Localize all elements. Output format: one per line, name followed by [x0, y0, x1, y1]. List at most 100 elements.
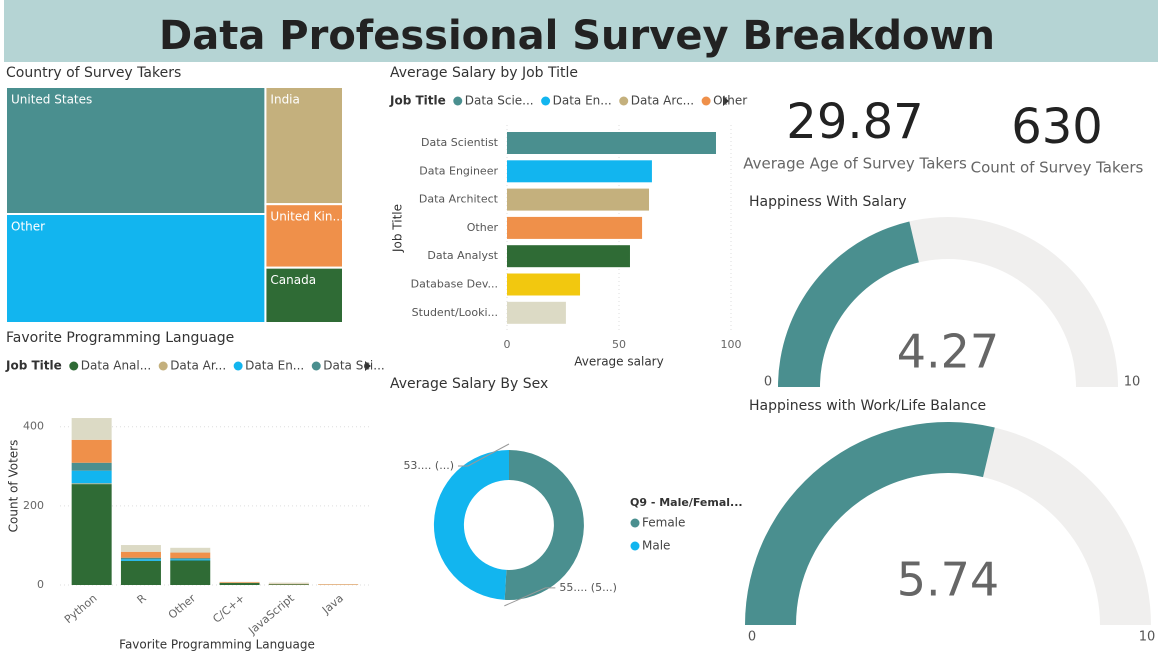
- y-tick-label: Data Analyst: [427, 249, 498, 262]
- bar: [507, 245, 630, 268]
- chart-title: Average Salary by Job Title: [390, 65, 578, 81]
- legend-marker: [453, 96, 463, 106]
- bar-segment: [170, 547, 211, 553]
- bar-segment: [219, 583, 260, 585]
- y-tick-label: Data Scientist: [421, 136, 499, 149]
- treemap-tile: [264, 203, 344, 269]
- dashboard-title: Data Professional Survey Breakdown: [159, 13, 995, 59]
- bar-segment: [268, 582, 309, 584]
- y-tick-label: Student/Looki...: [412, 306, 498, 319]
- bar-segment: [71, 439, 112, 463]
- kpi-value: 29.87: [786, 94, 923, 150]
- x-tick-label: R: [135, 591, 149, 606]
- kpi-label: Count of Survey Takers: [971, 159, 1144, 177]
- gauge-min: 0: [764, 375, 772, 390]
- bar: [507, 301, 566, 324]
- legend-title: Job Title: [5, 359, 62, 373]
- tile-label: Canada: [270, 273, 316, 287]
- gauge-min: 0: [748, 630, 756, 645]
- legend-label: Data Sci...: [323, 359, 384, 373]
- x-tick-label: 0: [504, 338, 511, 351]
- y-axis-title: Job Title: [391, 204, 405, 253]
- x-axis-title: Average salary: [574, 355, 663, 369]
- bar-segment: [120, 551, 161, 558]
- bar-segment: [71, 483, 112, 485]
- gauge-max: 10: [1124, 375, 1141, 390]
- legend-marker: [630, 541, 640, 551]
- y-tick-label: Data Architect: [419, 193, 499, 206]
- x-tick-label: C/C++: [210, 592, 247, 626]
- legend-label: Data En...: [245, 359, 304, 373]
- chart-title: Favorite Programming Language: [6, 330, 234, 346]
- x-tick-label: 100: [721, 338, 742, 351]
- bar-segment: [120, 559, 161, 561]
- chart-title: Happiness With Salary: [749, 194, 907, 210]
- legend-label: Data Scie...: [465, 94, 534, 108]
- bar: [507, 188, 650, 211]
- data-label: 55.... (5...): [559, 581, 617, 594]
- tile-label: India: [270, 93, 299, 107]
- legend-label: Female: [642, 516, 685, 530]
- x-tick-label: Other: [166, 591, 199, 621]
- legend-label: Data Arc...: [631, 94, 694, 108]
- gauge-value: [745, 421, 995, 625]
- donut-slice: [504, 450, 584, 600]
- legend-marker: [69, 361, 79, 371]
- gauge-value-label: 5.74: [897, 553, 999, 607]
- title-banner: [4, 0, 1158, 62]
- bar-segment: [71, 484, 112, 585]
- bar: [507, 273, 581, 296]
- legend-label: Data Ar...: [170, 359, 226, 373]
- y-tick-label: Database Dev...: [411, 278, 498, 291]
- legend-marker: [233, 361, 243, 371]
- bar-segment: [170, 559, 211, 561]
- bar-segment: [219, 582, 260, 584]
- leader-line: [504, 587, 556, 607]
- legend-label: Data En...: [553, 94, 612, 108]
- kpi-label: Average Age of Survey Takers: [743, 155, 967, 173]
- gauge-value: [778, 221, 919, 387]
- tile-label: United States: [11, 93, 92, 107]
- bar-segment: [71, 470, 112, 484]
- y-tick-label: Data Engineer: [419, 164, 498, 177]
- bar: [507, 132, 716, 154]
- bar-segment: [170, 558, 211, 560]
- x-tick-label: Python: [62, 592, 100, 626]
- treemap-tile: [5, 213, 267, 324]
- bar-segment: [120, 545, 161, 552]
- bar-segment: [71, 462, 112, 471]
- legend-label: Data Anal...: [81, 359, 151, 373]
- bar-segment: [170, 560, 211, 585]
- legend-title: Job Title: [389, 94, 446, 108]
- treemap-tile: [264, 86, 344, 206]
- y-axis-title: Count of Voters: [7, 440, 21, 533]
- donut-slice: [433, 449, 509, 600]
- x-tick-label: JavaScript: [245, 591, 297, 637]
- x-tick-label: Java: [319, 592, 346, 618]
- legend-arrow[interactable]: [365, 361, 371, 371]
- bar-segment: [120, 557, 161, 560]
- legend-arrow[interactable]: [723, 96, 729, 106]
- treemap-tile: [264, 266, 344, 325]
- legend-label: Other: [713, 94, 747, 108]
- chart-title: Average Salary By Sex: [390, 376, 548, 392]
- chart-title: Happiness with Work/Life Balance: [749, 398, 986, 414]
- y-tick-label: 200: [23, 499, 44, 512]
- chart-title: Country of Survey Takers: [6, 65, 181, 81]
- x-tick-label: 50: [612, 338, 626, 351]
- legend-label: Male: [642, 539, 670, 553]
- legend-marker: [630, 518, 640, 528]
- tile-label: United Kin...: [270, 210, 344, 224]
- bar-segment: [71, 418, 112, 440]
- tile-label: Other: [11, 220, 45, 234]
- bar-segment: [268, 584, 309, 585]
- y-tick-label: Other: [467, 221, 499, 234]
- treemap-tile: [5, 86, 267, 216]
- legend-marker: [701, 96, 711, 106]
- bar: [507, 216, 643, 239]
- legend-marker: [158, 361, 168, 371]
- legend-marker: [541, 96, 551, 106]
- y-tick-label: 0: [37, 578, 44, 591]
- bar-segment: [120, 560, 161, 585]
- bar-segment: [170, 552, 211, 559]
